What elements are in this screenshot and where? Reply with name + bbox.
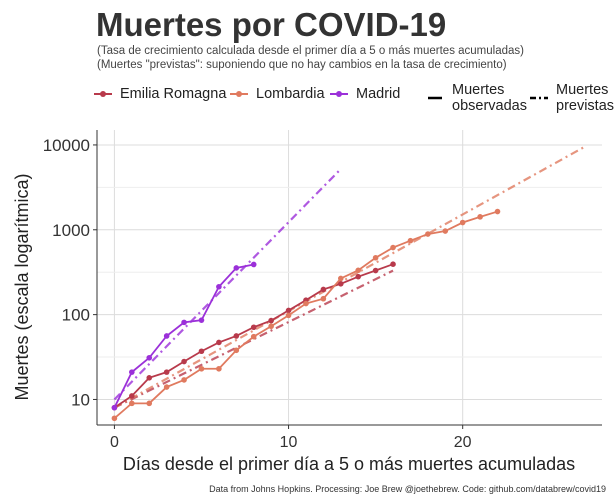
legend-label-projected-2: previstas: [556, 98, 615, 114]
legend-item-observed: Muertes observadas: [424, 82, 527, 114]
legend-label-lombardia: Lombardia: [256, 86, 325, 102]
data-point-lombardia: [303, 300, 309, 307]
data-point-emilia-romagna: [216, 339, 222, 346]
data-point-lombardia: [494, 208, 501, 215]
source-caption: Data from Johns Hopkins. Processing: Joe…: [209, 484, 606, 494]
legend-key-lombardia: [230, 91, 248, 97]
data-point-emilia-romagna: [233, 333, 240, 339]
legend-item-emilia-romagna: Emilia Romagna: [92, 86, 226, 102]
grid: [97, 130, 602, 425]
x-tick-label: 10: [280, 434, 298, 451]
legend-label-observed-1: Muertes: [452, 82, 505, 98]
y-tick-label: 1000: [52, 221, 90, 240]
legend-label-emilia-romagna: Emilia Romagna: [120, 86, 227, 102]
data-point-emilia-romagna: [390, 261, 396, 267]
y-tick-label: 100: [62, 306, 90, 325]
data-point-madrid: [233, 265, 240, 271]
projected-lines: [113, 145, 586, 409]
data-point-lombardia: [216, 365, 222, 372]
data-point-emilia-romagna: [198, 348, 205, 355]
data-point-lombardia: [198, 365, 205, 372]
legend-label-observed-2: observadas: [452, 98, 527, 114]
subtitle-line-2: (Muertes "previstas": suponiendo que no …: [97, 58, 507, 71]
legend-key-observed: [428, 96, 442, 100]
data-point-lombardia: [181, 377, 187, 383]
data-point-madrid: [250, 261, 257, 268]
data-point-lombardia: [146, 400, 153, 407]
legend-label-madrid: Madrid: [356, 86, 401, 102]
data-point-emilia-romagna: [285, 307, 292, 314]
data-point-madrid: [216, 283, 222, 290]
data-point-emilia-romagna: [250, 324, 257, 331]
data-point-lombardia: [285, 312, 292, 319]
axes: 0 10 20 10 100 1000 10000: [43, 130, 602, 451]
data-point-madrid: [129, 369, 135, 375]
x-axis-label: Días desde el primer día a 5 o más muert…: [123, 454, 575, 474]
data-point-lombardia: [233, 347, 240, 354]
data-point-lombardia: [372, 254, 379, 261]
data-point-lombardia: [355, 267, 362, 274]
chart-title: Muertes por COVID-19: [96, 6, 447, 43]
legend-item-projected: Muertes previstas: [528, 82, 614, 114]
data-point-emilia-romagna: [129, 393, 135, 399]
y-tick-label: 10000: [43, 136, 90, 155]
x-tick-label: 0: [110, 434, 119, 451]
data-point-madrid: [163, 333, 170, 339]
chart-subtitle: (Tasa de crecimiento calculada desde el …: [97, 45, 524, 72]
data-point-lombardia: [129, 400, 135, 407]
data-point-emilia-romagna: [163, 369, 170, 375]
data-point-emilia-romagna: [337, 280, 344, 287]
data-point-madrid: [198, 317, 205, 323]
series-line-madrid: [113, 263, 254, 409]
data-point-lombardia: [390, 244, 396, 251]
legend-item-madrid: Madrid: [328, 86, 400, 102]
data-point-lombardia: [407, 237, 414, 244]
legend: Emilia Romagna Lombardia Madrid Muertes …: [92, 82, 616, 118]
projected-line-madrid: [113, 168, 342, 401]
legend-label-projected-1: Muertes: [556, 82, 609, 98]
projected-line-emilia-romagna: [113, 269, 394, 409]
projected-line-lombardia: [113, 145, 586, 409]
x-tick-label: 20: [454, 434, 472, 451]
y-axis-label: Muertes (escala logarítmica): [12, 173, 32, 400]
data-point-emilia-romagna: [268, 317, 274, 324]
data-point-lombardia: [250, 333, 257, 340]
legend-item-lombardia: Lombardia: [228, 86, 325, 102]
data-point-emilia-romagna: [372, 267, 379, 274]
subtitle-line-1: (Tasa de crecimiento calculada desde el …: [97, 45, 524, 57]
data-point-lombardia: [320, 295, 327, 302]
data-point-emilia-romagna: [146, 375, 153, 381]
axis-labels: Días desde el primer día a 5 o más muert…: [12, 173, 575, 474]
data-point-lombardia: [268, 323, 274, 330]
data-point-lombardia: [477, 214, 483, 220]
observed-lines: [111, 208, 501, 422]
data-point-madrid: [146, 354, 153, 361]
data-point-lombardia: [163, 384, 170, 390]
data-point-emilia-romagna: [355, 273, 362, 280]
data-point-lombardia: [425, 231, 431, 237]
data-point-lombardia: [442, 228, 449, 234]
data-point-lombardia: [459, 219, 466, 226]
legend-key-madrid: [330, 91, 348, 97]
data-point-lombardia: [111, 415, 118, 422]
y-tick-label: 10: [71, 390, 90, 409]
data-point-emilia-romagna: [181, 358, 187, 365]
data-point-emilia-romagna: [320, 286, 327, 293]
data-point-lombardia: [337, 275, 344, 282]
data-point-madrid: [111, 404, 118, 411]
legend-key-projected: [530, 96, 548, 100]
data-point-madrid: [181, 319, 187, 326]
legend-key-emilia-romagna: [94, 91, 112, 97]
